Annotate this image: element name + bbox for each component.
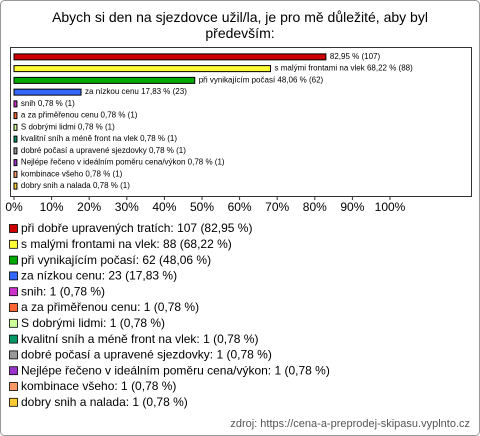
x-tick-label: 50%	[190, 200, 214, 214]
bar-label: Nejlépe řečeno v ideálním poměru cena/vý…	[21, 158, 225, 167]
legend-label: při vynikajícím počasí: 62 (48,06 %)	[21, 253, 211, 267]
legend-swatch	[9, 350, 18, 360]
legend-swatch	[9, 303, 18, 312]
legend-label: Nejlépe řečeno v ideálním poměru cena/vý…	[21, 363, 330, 377]
x-tick-label: 40%	[152, 200, 176, 214]
x-tick-label: 10%	[40, 200, 64, 214]
bar	[13, 100, 18, 108]
bar-label: kombinace všeho 0,78 % (1)	[21, 169, 123, 178]
bar	[13, 76, 196, 84]
bar-label: dobré počasí a upravené sjezdovky 0,78 %…	[21, 146, 186, 155]
legend-swatch	[9, 318, 18, 328]
x-tick-label: 60%	[228, 200, 252, 214]
x-tick-label: 0%	[5, 200, 23, 214]
source: zdroj: https://cena-a-preprodej-skipasu.…	[230, 418, 470, 430]
legend-swatch	[9, 255, 18, 265]
bar-label: S dobrými lidmi 0,78 % (1)	[21, 122, 115, 131]
legend-label: S dobrými lidmi: 1 (0,78 %)	[21, 316, 165, 330]
legend-swatch	[9, 224, 18, 233]
x-tick-label: 90%	[340, 200, 364, 214]
legend-swatch	[9, 239, 18, 249]
bar-label: snih 0,78 % (1)	[21, 99, 75, 108]
x-tick-label: 100%	[375, 200, 406, 214]
bar-label: za nízkou cenu 17,83 % (23)	[85, 87, 187, 96]
bar-label: a za přiměřenou cenu 0,78 % (1)	[21, 111, 138, 120]
legend-label: kombinace všeho: 1 (0,78 %)	[21, 379, 176, 393]
plot-frame	[10, 47, 472, 197]
bar	[13, 123, 18, 131]
legend-swatch	[9, 271, 18, 281]
legend-label: a za přiměřenou cenu: 1 (0,78 %)	[21, 300, 199, 314]
legend-swatch	[9, 397, 18, 407]
bar	[13, 53, 327, 61]
legend-label: dobry snih a nalada: 1 (0,78 %)	[21, 395, 188, 409]
x-tick-label: 20%	[77, 200, 101, 214]
bar-label: dobry snih a nalada 0,78 % (1)	[21, 181, 130, 190]
bar	[13, 170, 18, 178]
bar-label: při vynikajícím počasí 48,06 % (62)	[199, 75, 324, 84]
x-tick-label: 30%	[115, 200, 139, 214]
legend-swatch	[9, 334, 18, 344]
bar-label: 82,95 % (107)	[330, 52, 381, 61]
bar	[13, 135, 18, 143]
bar	[13, 88, 82, 96]
bar	[13, 65, 272, 73]
bar	[13, 182, 18, 190]
legend-swatch	[9, 287, 18, 297]
bar-label: kvalitní sníh a méně front na vlek 0,78 …	[21, 134, 177, 143]
legend-label: dobré počasí a upravené sjezdovky: 1 (0,…	[21, 348, 272, 362]
x-tick-label: 70%	[265, 200, 289, 214]
legend-label: při dobře upravených tratích: 107 (82,95…	[21, 221, 252, 235]
bar-label: s malými frontami na vlek 68,22 % (88)	[275, 64, 414, 73]
bar	[13, 147, 18, 155]
bar	[13, 112, 18, 120]
legend-label: snih: 1 (0,78 %)	[21, 284, 105, 298]
legend-label: za nízkou cenu: 23 (17,83 %)	[21, 269, 177, 283]
legend-swatch	[9, 366, 18, 376]
legend-swatch	[9, 382, 18, 391]
legend-label: s malými frontami na vlek: 88 (68,22 %)	[21, 237, 232, 251]
x-tick-label: 80%	[303, 200, 327, 214]
legend-label: kvalitní sníh a méně front na vlek: 1 (0…	[21, 332, 258, 346]
chart-title: Abych si den na sjezdovce užil/la, je pr…	[52, 9, 428, 41]
bar	[13, 159, 18, 167]
